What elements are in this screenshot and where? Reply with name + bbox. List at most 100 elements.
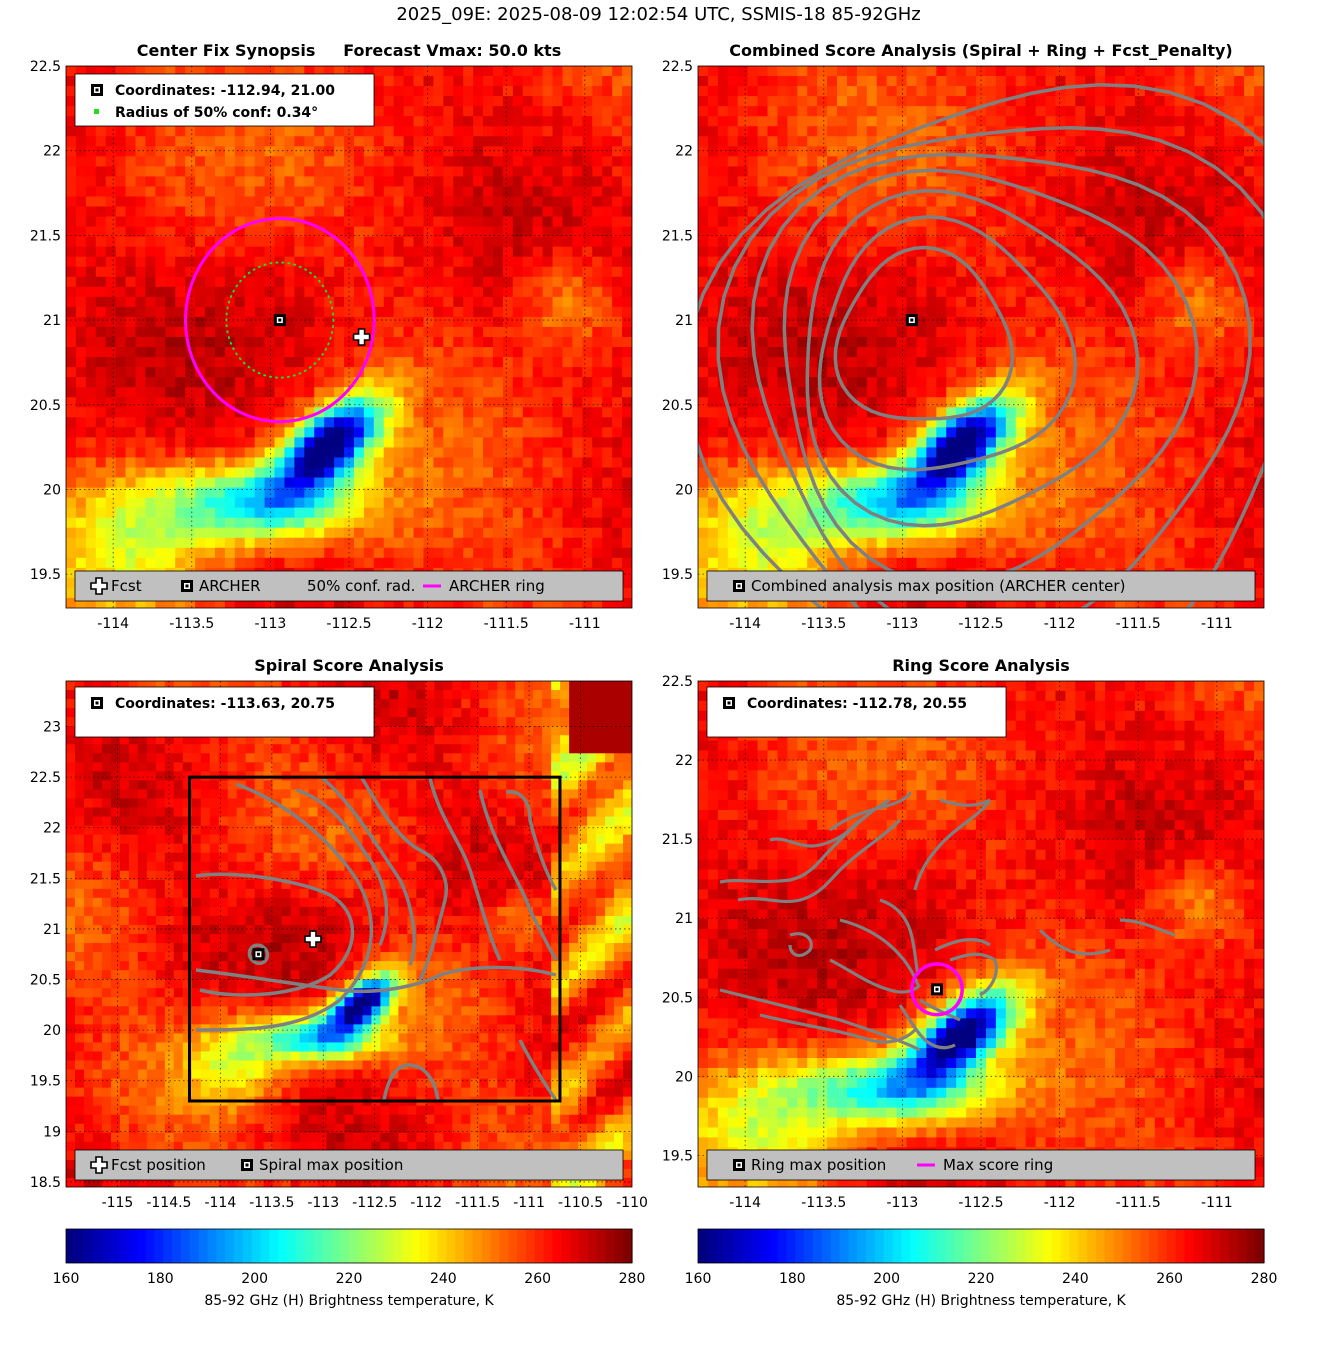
contour-line	[769, 818, 862, 848]
contour-line	[898, 1004, 956, 1050]
synopsis-axes-frame	[65, 65, 633, 609]
ring-legend-label: Max score ring	[943, 1156, 1053, 1174]
x-tick-label: -111.5	[484, 616, 529, 632]
colorbar-swatch	[698, 1229, 708, 1263]
spiral-gridlines	[66, 681, 632, 1187]
spiral-legend-label: Spiral max position	[259, 1156, 403, 1174]
contour-line	[833, 245, 1015, 421]
colorbar-swatch	[1228, 1229, 1239, 1263]
colorbar-tick-label: 200	[241, 1271, 268, 1287]
colorbar-swatch	[1210, 1229, 1221, 1263]
contour-line	[518, 1039, 558, 1102]
contour-line	[805, 189, 1140, 528]
colorbar-swatch	[623, 1229, 633, 1263]
colorbar-swatch	[481, 1229, 492, 1263]
x-tick-label: -113.5	[249, 1195, 294, 1211]
x-tick-label: -111	[1201, 616, 1233, 632]
spiral-axes-frame	[65, 680, 633, 1188]
colorbar-swatch	[919, 1229, 929, 1263]
colorbar-2: 160 180 200 220 240 260 280 85-92 GHz (H) Brigh…	[685, 1228, 1277, 1309]
synopsis-panel: Coordinates: -112.94, 21.00 Radius of 50%…	[30, 41, 633, 632]
colorbar-swatch	[1246, 1229, 1256, 1263]
colorbar-swatch	[83, 1229, 94, 1263]
x-tick-label: -112	[1044, 616, 1076, 632]
colorbar-swatch	[136, 1229, 147, 1263]
colorbar-swatch	[1060, 1229, 1071, 1263]
ring-info-text: Coordinates: -112.78, 20.55	[747, 696, 967, 712]
y-tick-label: 21.5	[662, 228, 693, 244]
colorbar-swatch	[119, 1229, 129, 1263]
colorbar-swatch	[1140, 1229, 1150, 1263]
x-tick-label: -112.5	[352, 1195, 397, 1211]
ring-panel: Coordinates: -112.78, 20.55 Ring max posi…	[662, 656, 1265, 1211]
y-tick-label: 22.5	[662, 674, 693, 690]
spiral-info-square-icon	[91, 697, 103, 709]
y-tick-label: 22	[43, 144, 61, 160]
y-tick-label: 20.5	[30, 398, 61, 414]
colorbar-swatch	[570, 1229, 580, 1263]
colorbar-swatch	[1255, 1229, 1265, 1263]
colorbar-swatch	[1078, 1229, 1088, 1263]
combined-axes-frame	[697, 65, 1265, 609]
colorbar-swatch	[198, 1229, 209, 1263]
x-tick-label: -115	[102, 1195, 134, 1211]
colorbar-swatch	[322, 1229, 332, 1263]
x-tick-label: -114.5	[146, 1195, 191, 1211]
contour-line	[829, 791, 912, 832]
contour-line	[505, 790, 558, 891]
contour-line	[478, 789, 558, 961]
colorbar-swatch	[892, 1229, 902, 1263]
colorbar-swatch	[534, 1229, 545, 1263]
contour-line	[716, 126, 1264, 608]
colorbar-swatch	[1069, 1229, 1079, 1263]
colorbar-frame	[65, 1228, 633, 1264]
y-tick-label: 21.5	[30, 228, 61, 244]
synopsis-info-square-icon	[91, 84, 103, 96]
combined-max-marker	[905, 314, 918, 327]
contour-line	[1119, 918, 1176, 937]
colorbar-swatch	[596, 1229, 607, 1263]
colorbar-swatch	[375, 1229, 385, 1263]
colorbar-swatch	[874, 1229, 885, 1263]
ring-plot-area	[698, 681, 1264, 1187]
spiral-panel: Coordinates: -113.63, 20.75 Fcst position…	[30, 656, 648, 1211]
y-tick-label: 22.5	[30, 770, 61, 786]
colorbar-swatch	[1051, 1229, 1062, 1263]
y-tick-label: 19.5	[30, 567, 61, 583]
colorbar-swatch	[1166, 1229, 1177, 1263]
synopsis-legend-square-icon	[181, 580, 193, 592]
contour-line	[698, 82, 1264, 608]
y-tick-label: 20	[675, 1069, 693, 1085]
y-tick-label: 22	[43, 821, 61, 837]
colorbar-swatch	[154, 1229, 164, 1263]
spiral-legend	[74, 1149, 624, 1181]
x-tick-label: -113.5	[801, 616, 846, 632]
synopsis-info-text: Coordinates: -112.94, 21.00	[115, 83, 335, 99]
x-tick-label: -113	[886, 1195, 918, 1211]
colorbar-swatch	[543, 1229, 553, 1263]
x-tick-label: -113.5	[801, 1195, 846, 1211]
colorbar-swatch	[768, 1229, 779, 1263]
colorbar-swatch	[989, 1229, 1000, 1263]
x-tick-label: -111.5	[455, 1195, 500, 1211]
y-tick-label: 22.5	[662, 59, 693, 75]
colorbar-swatch	[517, 1229, 527, 1263]
spiral-legend-label: Fcst position	[111, 1156, 206, 1174]
colorbar-swatch	[866, 1229, 876, 1263]
colorbar-swatch	[715, 1229, 726, 1263]
archer-center-marker	[273, 314, 286, 327]
contour-line	[829, 958, 922, 994]
colorbar-swatch	[751, 1229, 761, 1263]
spiral-title: Spiral Score Analysis	[254, 656, 444, 675]
colorbar-swatch	[101, 1229, 111, 1263]
ring-legend-square-icon	[733, 1159, 745, 1171]
colorbar-tick-label: 180	[779, 1271, 806, 1287]
colorbar-swatch	[848, 1229, 858, 1263]
colorbar-swatch	[1149, 1229, 1159, 1263]
colorbar-swatch	[304, 1229, 315, 1263]
figure-title: 2025_09E: 2025-08-09 12:02:54 UTC, SSMIS…	[396, 4, 921, 25]
x-tick-label: -112.5	[326, 616, 371, 632]
contour-line	[919, 998, 961, 1022]
x-tick-label: -113	[254, 616, 286, 632]
contour-line	[382, 1063, 440, 1101]
